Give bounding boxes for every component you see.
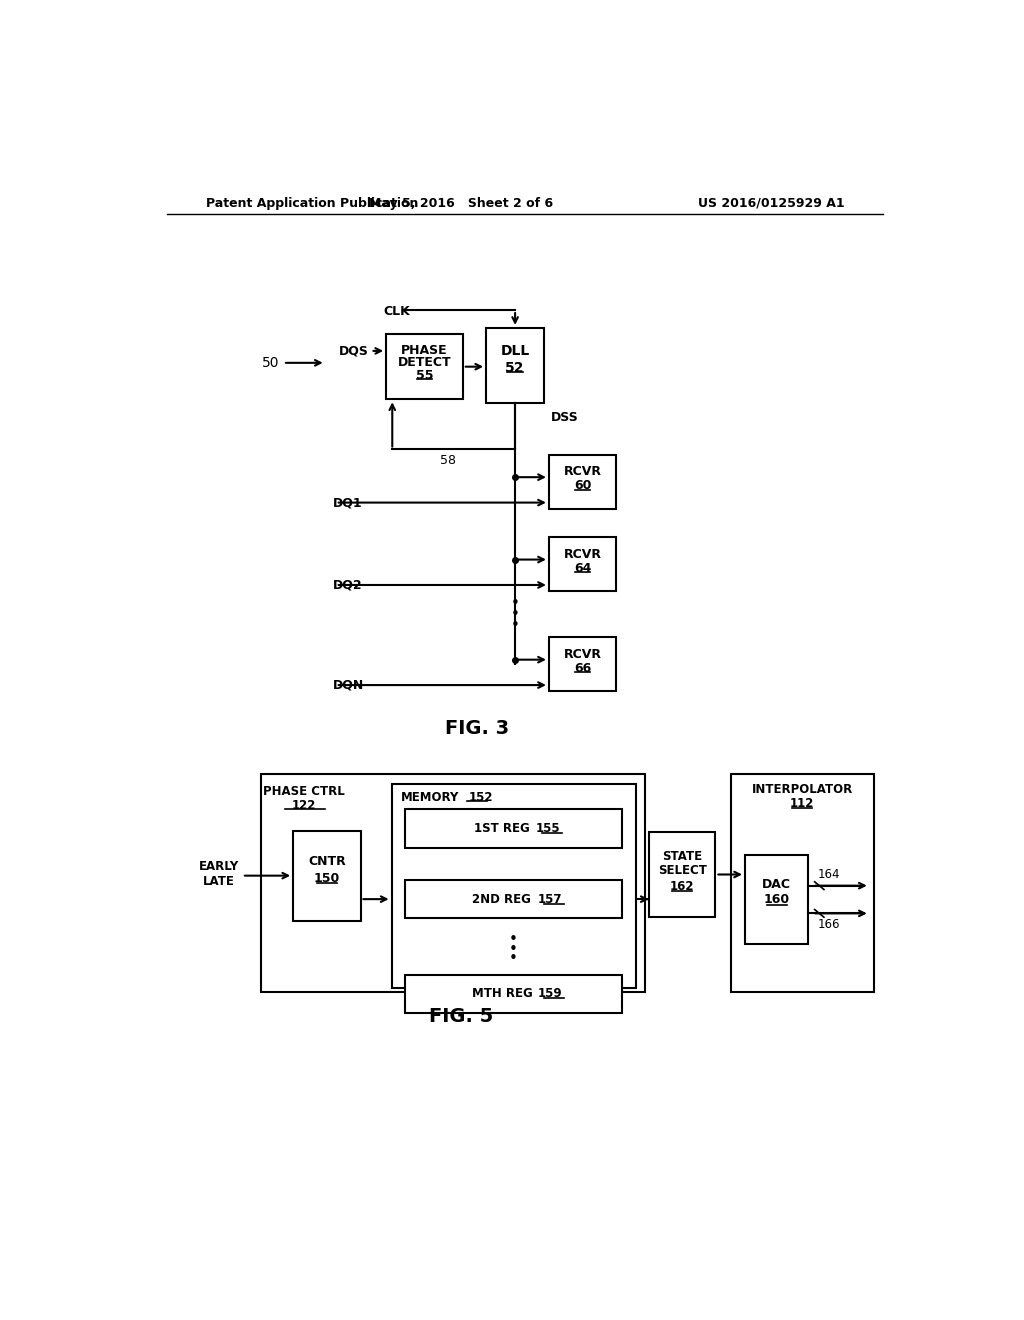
Text: 50: 50 [261, 356, 280, 370]
Text: DETECT: DETECT [397, 356, 452, 370]
Bar [406, 809, 622, 847]
Text: CNTR: CNTR [308, 855, 346, 869]
Text: LATE: LATE [203, 875, 234, 888]
Bar [486, 327, 544, 404]
Text: INTERPOLATOR: INTERPOLATOR [752, 783, 853, 796]
Text: 160: 160 [764, 894, 790, 907]
Text: 159: 159 [538, 987, 562, 1001]
Text: 157: 157 [538, 892, 562, 906]
Text: 1ST REG: 1ST REG [474, 822, 529, 834]
Text: US 2016/0125929 A1: US 2016/0125929 A1 [698, 197, 845, 210]
Text: •: • [511, 595, 519, 611]
Text: DQN: DQN [334, 678, 365, 692]
Bar [406, 974, 622, 1014]
Bar [549, 537, 616, 591]
Text: May 5, 2016   Sheet 2 of 6: May 5, 2016 Sheet 2 of 6 [370, 197, 553, 210]
Text: MEMORY: MEMORY [400, 791, 459, 804]
Text: PHASE: PHASE [401, 345, 447, 358]
Text: 150: 150 [313, 871, 340, 884]
Text: CLK: CLK [384, 305, 411, 318]
Text: 2ND REG: 2ND REG [472, 892, 531, 906]
Text: DQ1: DQ1 [334, 496, 362, 510]
Text: 152: 152 [469, 791, 494, 804]
Text: DAC: DAC [762, 878, 792, 891]
Text: 162: 162 [670, 879, 694, 892]
Text: 166: 166 [818, 917, 841, 931]
Text: 64: 64 [573, 561, 591, 574]
Text: 60: 60 [573, 479, 591, 492]
Text: DLL: DLL [501, 345, 529, 358]
Bar [549, 455, 616, 508]
Text: 55: 55 [416, 370, 433, 381]
Text: 155: 155 [537, 822, 561, 834]
Bar [549, 638, 616, 692]
Bar [261, 775, 645, 993]
Text: DQ2: DQ2 [334, 578, 362, 591]
Text: •: • [509, 932, 518, 948]
Text: 58: 58 [439, 454, 456, 467]
Bar [391, 784, 636, 987]
Text: •: • [509, 941, 518, 957]
Bar [406, 880, 622, 919]
Bar [293, 830, 360, 921]
Bar [731, 775, 873, 993]
Text: RCVR: RCVR [563, 548, 601, 561]
Text: STATE: STATE [663, 850, 702, 863]
Text: •: • [511, 607, 519, 622]
Bar [744, 855, 809, 944]
Text: RCVR: RCVR [563, 465, 601, 478]
Text: 164: 164 [818, 869, 841, 882]
Text: •: • [511, 618, 519, 632]
Text: 122: 122 [292, 799, 316, 812]
Text: 66: 66 [573, 661, 591, 675]
Text: •: • [509, 950, 518, 966]
Text: Patent Application Publication: Patent Application Publication [206, 197, 418, 210]
Text: DQS: DQS [338, 345, 369, 358]
Text: 112: 112 [791, 797, 814, 810]
Text: RCVR: RCVR [563, 648, 601, 661]
Bar [386, 334, 463, 400]
Text: FIG. 5: FIG. 5 [429, 1007, 494, 1027]
Text: DSS: DSS [550, 411, 579, 424]
Text: 52: 52 [506, 360, 525, 375]
Text: EARLY: EARLY [199, 859, 239, 873]
Text: SELECT: SELECT [657, 865, 707, 878]
Text: FIG. 3: FIG. 3 [444, 718, 509, 738]
Bar [649, 832, 716, 917]
Text: MTH REG: MTH REG [472, 987, 532, 1001]
Text: PHASE CTRL: PHASE CTRL [263, 785, 345, 797]
